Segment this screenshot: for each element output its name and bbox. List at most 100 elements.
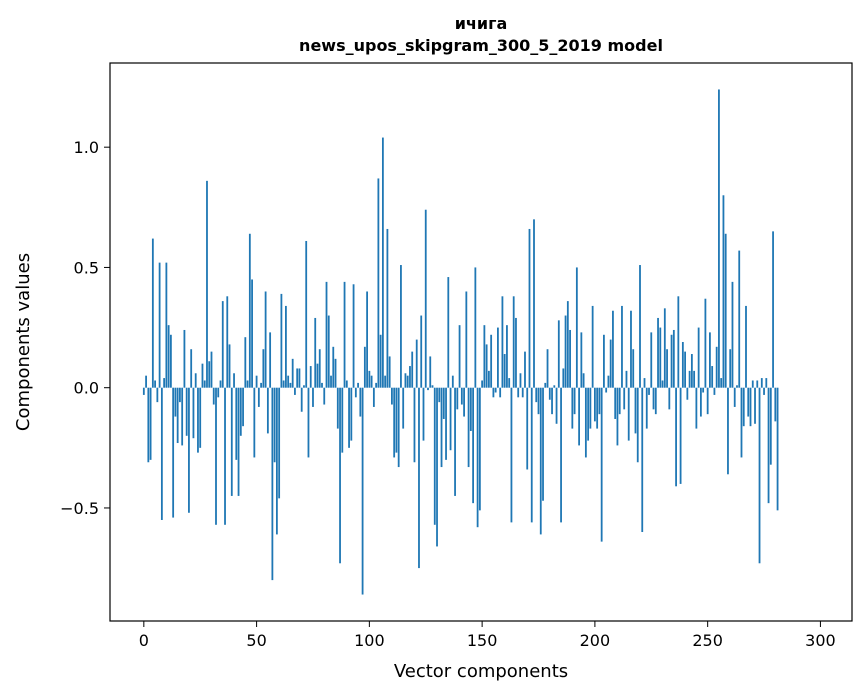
x-tick-label: 300: [805, 631, 836, 650]
bar: [672, 329, 675, 388]
bar: [233, 373, 235, 388]
bar: [492, 387, 495, 398]
bar: [400, 265, 402, 388]
bar: [526, 387, 529, 470]
bar: [760, 378, 763, 388]
bar: [422, 387, 425, 441]
bar: [697, 327, 700, 388]
bar: [463, 387, 465, 417]
bar: [467, 387, 470, 468]
bar: [603, 334, 605, 388]
bar: [370, 375, 373, 388]
bar: [431, 385, 434, 388]
bar: [303, 385, 305, 388]
bar: [515, 317, 517, 388]
bar: [472, 387, 474, 504]
bar: [566, 301, 569, 388]
bar: [510, 387, 513, 523]
bar: [469, 387, 472, 431]
bar: [684, 351, 686, 388]
bar: [740, 387, 743, 458]
bar: [553, 385, 556, 388]
bar: [224, 387, 226, 525]
bar: [262, 349, 265, 388]
bar: [438, 387, 441, 403]
bar: [451, 375, 454, 388]
bar: [763, 387, 765, 395]
bar: [625, 370, 628, 388]
bar: [720, 378, 723, 388]
bar: [688, 370, 691, 388]
x-axis-label: Vector components: [394, 661, 568, 682]
bar: [336, 387, 339, 429]
bar: [413, 387, 416, 463]
bar: [375, 382, 378, 388]
bar: [316, 363, 319, 388]
bar: [564, 315, 567, 388]
bar: [519, 373, 522, 388]
x-tick-label: 50: [246, 631, 266, 650]
bar: [154, 380, 156, 388]
bar: [693, 370, 696, 388]
y-axis-ticks: −0.5 0.0 0.5 1.0: [60, 138, 110, 518]
bar: [645, 387, 648, 429]
bar: [528, 228, 531, 388]
bar: [483, 325, 486, 388]
bar: [244, 337, 247, 388]
bar: [648, 387, 650, 395]
bar: [350, 387, 353, 441]
bar: [402, 387, 405, 429]
bar: [575, 267, 578, 388]
bar: [251, 279, 253, 388]
bar: [285, 305, 287, 388]
bar: [652, 387, 655, 410]
bar: [589, 387, 592, 429]
bar: [501, 296, 504, 388]
bar: [736, 385, 738, 388]
bar: [361, 387, 364, 595]
bar: [580, 332, 583, 388]
bar: [718, 89, 720, 388]
bar: [352, 284, 355, 388]
bar: [544, 382, 547, 388]
x-tick-label: 250: [692, 631, 723, 650]
bar: [149, 387, 152, 460]
bar: [183, 329, 186, 388]
bar: [600, 387, 603, 542]
bar: [774, 387, 777, 422]
bar: [433, 387, 436, 525]
bar: [474, 267, 477, 388]
bar: [357, 382, 359, 388]
bar: [605, 387, 608, 393]
bar: [424, 209, 427, 388]
bar: [621, 305, 623, 388]
bar: [239, 387, 242, 436]
plot-frame: [109, 62, 853, 622]
bar: [151, 238, 154, 388]
bar: [598, 387, 601, 415]
bar: [616, 387, 619, 446]
bar: [666, 349, 668, 388]
bar: [668, 387, 671, 410]
bar: [381, 137, 384, 388]
bar: [557, 320, 560, 388]
bar: [745, 305, 747, 388]
x-tick-label: 150: [467, 631, 498, 650]
bar: [318, 349, 321, 388]
bar: [657, 317, 659, 388]
bar: [623, 387, 626, 410]
bar: [176, 387, 179, 444]
bar: [257, 387, 260, 407]
bar: [386, 228, 389, 388]
bar: [160, 387, 163, 520]
y-tick-label: 1.0: [74, 138, 99, 157]
x-tick-label: 200: [580, 631, 611, 650]
bar: [449, 387, 452, 451]
bar: [190, 349, 193, 388]
bar: [391, 387, 393, 405]
bar: [217, 387, 220, 398]
bar: [323, 387, 326, 405]
bar: [395, 387, 398, 453]
bar: [758, 387, 761, 564]
